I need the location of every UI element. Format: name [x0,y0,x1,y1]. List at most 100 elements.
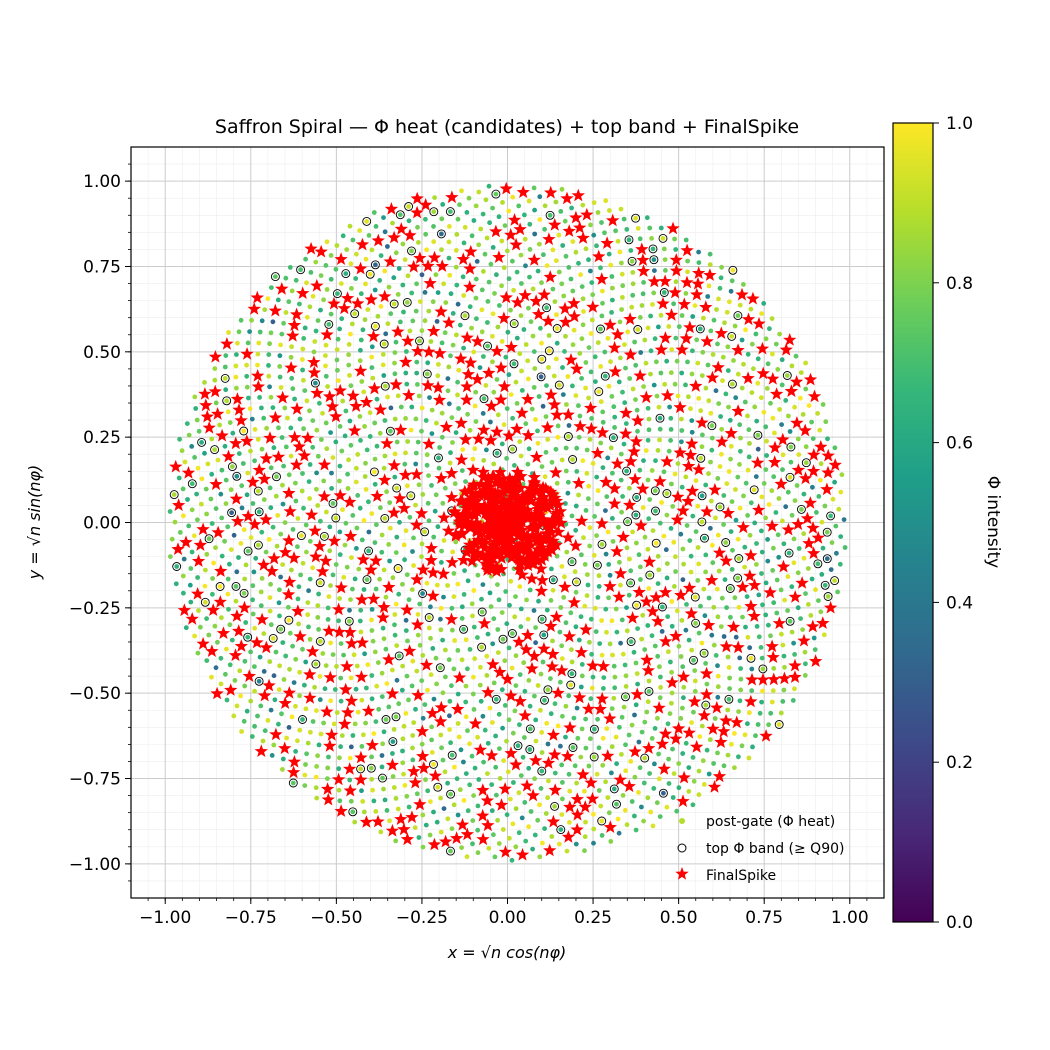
heat-point [373,224,379,229]
y-tick-label: 0.75 [83,257,121,277]
final-spike-point [631,413,645,427]
heat-point [544,305,549,311]
final-spike-point [467,477,481,491]
heat-point [461,240,467,246]
heat-point [701,586,707,592]
colorbar-tick-label: 0.4 [946,593,973,613]
heat-point [679,370,685,376]
heat-point [598,326,603,332]
heat-point [559,564,565,569]
final-spike-point [465,487,480,500]
final-spike-point [269,727,283,741]
heat-point [202,380,207,385]
final-spike-point [308,524,322,537]
heat-point [348,675,354,681]
final-spike-point [398,468,413,481]
top-band-point [220,373,230,383]
heat-point [473,203,479,209]
final-spike-point [765,519,779,532]
heat-point [182,459,188,465]
heat-point [409,404,415,410]
top-band-point [690,592,700,602]
heat-point [496,214,502,220]
final-spike-point [689,379,703,392]
heat-point [439,410,445,416]
heat-point [602,373,608,379]
legend-spike-marker [675,867,689,880]
heat-point [213,400,219,406]
heat-point [576,637,582,643]
heat-point [670,504,676,509]
heat-point [425,500,431,506]
heat-point [690,802,696,808]
final-spike-point [788,670,802,683]
heat-point [642,534,648,540]
heat-point [307,462,313,467]
heat-point [725,654,731,660]
heat-point [485,320,490,325]
heat-point [282,405,288,411]
heat-point [753,733,758,739]
heat-point [637,765,643,771]
top-band-point [388,737,398,747]
heat-point [628,568,634,574]
heat-point [313,380,318,386]
heat-point [328,276,334,282]
heat-point [548,711,554,717]
heat-point [552,804,557,809]
heat-point [546,333,552,338]
heat-point [297,301,302,307]
final-spike-point [354,772,368,786]
final-spike-point [185,612,199,625]
final-spike-point [489,224,503,238]
final-spike-point [504,340,518,353]
heat-point [709,632,715,638]
heat-point [763,515,768,521]
heat-point [266,373,272,379]
final-spike-point [407,764,421,778]
heat-point [554,340,560,346]
heat-point [530,333,536,339]
heat-point [475,850,481,856]
final-spike-point [327,296,341,310]
final-spike-point [460,330,474,344]
heat-point [565,479,571,485]
heat-point [620,389,625,395]
top-band-point [728,265,738,275]
heat-point [768,400,773,406]
heat-point [529,406,535,412]
heat-point [560,780,565,785]
heat-point [710,352,716,357]
heat-point [461,626,466,632]
top-band-point [537,354,547,364]
heat-point [559,656,565,661]
final-spike-point [460,393,474,406]
heat-point [610,297,615,303]
heat-point [510,730,516,736]
final-spike-point [665,675,679,689]
heat-point [282,520,288,525]
heat-point [258,603,264,609]
final-spike-point [267,551,281,565]
heat-point [518,773,524,778]
heat-point [307,496,312,501]
heat-point [337,463,343,469]
heat-point [438,732,444,738]
final-spike-point [283,575,297,588]
final-spike-point [281,587,296,601]
heat-point [742,399,748,405]
final-spike-point [685,436,699,450]
heat-point [655,553,661,559]
heat-point [681,684,687,690]
final-spike-point [811,531,825,544]
final-spike-point [493,465,507,479]
heat-point [288,354,294,360]
heat-point [665,721,671,727]
final-spike-point [639,594,654,608]
heat-point [191,533,197,539]
heat-point [337,326,342,332]
heat-point [513,594,518,599]
heat-point [633,215,638,221]
heat-point [689,429,695,435]
heat-point [732,323,738,329]
